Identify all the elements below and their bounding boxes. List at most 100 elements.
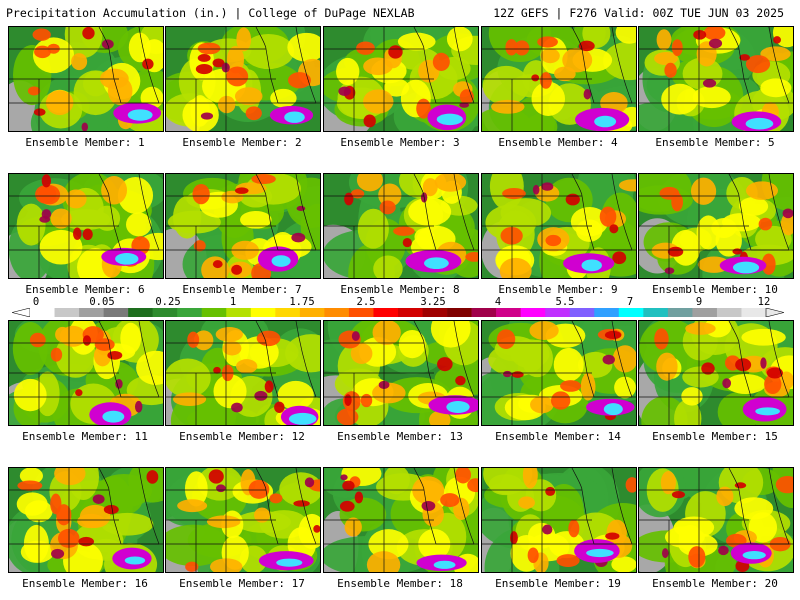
- colorbar-cell: [447, 308, 472, 317]
- member-map-panel: [481, 26, 637, 132]
- member-map-panel: [165, 467, 321, 573]
- precip-map: [166, 468, 320, 572]
- colorbar-cell: [471, 308, 497, 317]
- member-label: Ensemble Member: 9: [498, 283, 618, 296]
- member-label: Ensemble Member: 6: [25, 283, 145, 296]
- colorbar-cell: [667, 308, 693, 317]
- member-label: Ensemble Member: 18: [337, 577, 463, 590]
- member-map-panel: [481, 173, 637, 279]
- member-map-panel: [165, 320, 321, 426]
- member-label: Ensemble Member: 8: [340, 283, 460, 296]
- precip-map: [9, 468, 163, 572]
- member-map-panel: [8, 26, 164, 132]
- member-map-panel: [8, 320, 164, 426]
- colorbar-cell: [741, 308, 767, 317]
- member-map-panel: [165, 173, 321, 279]
- triangle-right-icon: [765, 308, 784, 317]
- colorbar-tick-label: 0: [32, 296, 40, 308]
- colorbar-tick-label: 1: [229, 296, 237, 308]
- member-label: Ensemble Member: 4: [498, 136, 618, 149]
- precip-map: [9, 321, 163, 425]
- precip-map: [639, 321, 793, 425]
- member-map-panel: [8, 173, 164, 279]
- colorbar-tick-label: 2.5: [356, 296, 376, 308]
- colorbar-tick-label: 0.25: [155, 296, 181, 308]
- colorbar-tick-label: 7: [626, 296, 634, 308]
- member-label: Ensemble Member: 3: [340, 136, 460, 149]
- colorbar-cell: [545, 308, 571, 317]
- member-label: Ensemble Member: 19: [495, 577, 621, 590]
- colorbar-cell: [643, 308, 669, 317]
- colorbar-cell: [569, 308, 595, 317]
- member-label: Ensemble Member: 20: [652, 577, 778, 590]
- colorbar-cell: [716, 308, 742, 317]
- colorbar: [12, 308, 784, 317]
- precip-map: [324, 468, 478, 572]
- member-label: Ensemble Member: 11: [22, 430, 148, 443]
- member-label: Ensemble Member: 12: [179, 430, 305, 443]
- colorbar-cell: [348, 308, 374, 317]
- precip-map: [482, 321, 636, 425]
- colorbar-cell: [692, 308, 718, 317]
- precip-map: [9, 27, 163, 131]
- member-label: Ensemble Member: 16: [22, 577, 148, 590]
- colorbar-cell: [79, 308, 104, 317]
- colorbar-cell: [275, 308, 301, 317]
- precip-map: [324, 321, 478, 425]
- precip-map: [482, 174, 636, 278]
- colorbar-cell: [152, 308, 178, 317]
- precip-map: [324, 174, 478, 278]
- colorbar-cell: [103, 308, 129, 317]
- member-map-panel: [165, 26, 321, 132]
- member-label: Ensemble Member: 14: [495, 430, 621, 443]
- member-label: Ensemble Member: 15: [652, 430, 778, 443]
- member-label: Ensemble Member: 10: [652, 283, 778, 296]
- colorbar-tick-label: 4: [494, 296, 502, 308]
- member-map-panel: [481, 467, 637, 573]
- colorbar-tick-label: 12: [757, 296, 771, 308]
- triangle-left-icon: [12, 308, 31, 317]
- colorbar-tick-label: 1.75: [289, 296, 315, 308]
- colorbar-cell: [299, 308, 325, 317]
- member-label: Ensemble Member: 1: [25, 136, 145, 149]
- colorbar-cell: [373, 308, 399, 317]
- member-map-panel: [638, 320, 794, 426]
- member-map-panel: [323, 173, 479, 279]
- colorbar-cell: [177, 308, 203, 317]
- colorbar-cell: [520, 308, 546, 317]
- colorbar-tick-label: 9: [695, 296, 703, 308]
- precip-map: [482, 468, 636, 572]
- precip-map: [639, 27, 793, 131]
- colorbar-tick-label: 5.5: [555, 296, 575, 308]
- colorbar-cell: [54, 308, 80, 317]
- colorbar-cell: [128, 308, 153, 317]
- member-map-panel: [323, 467, 479, 573]
- member-label: Ensemble Member: 2: [182, 136, 302, 149]
- member-map-panel: [638, 173, 794, 279]
- colorbar-cell: [250, 308, 276, 317]
- chart-title: Precipitation Accumulation (in.) | Colle…: [6, 6, 415, 20]
- colorbar-tick-label: 0.05: [89, 296, 115, 308]
- member-map-panel: [481, 320, 637, 426]
- member-label: Ensemble Member: 7: [182, 283, 302, 296]
- colorbar-cell: [201, 308, 227, 317]
- colorbar-cell: [30, 308, 55, 317]
- colorbar-cell: [618, 308, 644, 317]
- member-map-panel: [323, 320, 479, 426]
- colorbar-cell: [422, 308, 448, 317]
- member-label: Ensemble Member: 17: [179, 577, 305, 590]
- precip-map: [324, 27, 478, 131]
- precip-map: [166, 27, 320, 131]
- colorbar-cell: [226, 308, 252, 317]
- member-label: Ensemble Member: 13: [337, 430, 463, 443]
- precip-map: [166, 321, 320, 425]
- colorbar-cell: [398, 308, 423, 317]
- precip-map: [639, 174, 793, 278]
- precip-map: [482, 27, 636, 131]
- precip-map: [639, 468, 793, 572]
- member-map-panel: [323, 26, 479, 132]
- model-valid-time: 12Z GEFS | F276 Valid: 00Z TUE JUN 03 20…: [493, 6, 784, 20]
- member-map-panel: [638, 467, 794, 573]
- member-label: Ensemble Member: 5: [655, 136, 775, 149]
- precip-map: [9, 174, 163, 278]
